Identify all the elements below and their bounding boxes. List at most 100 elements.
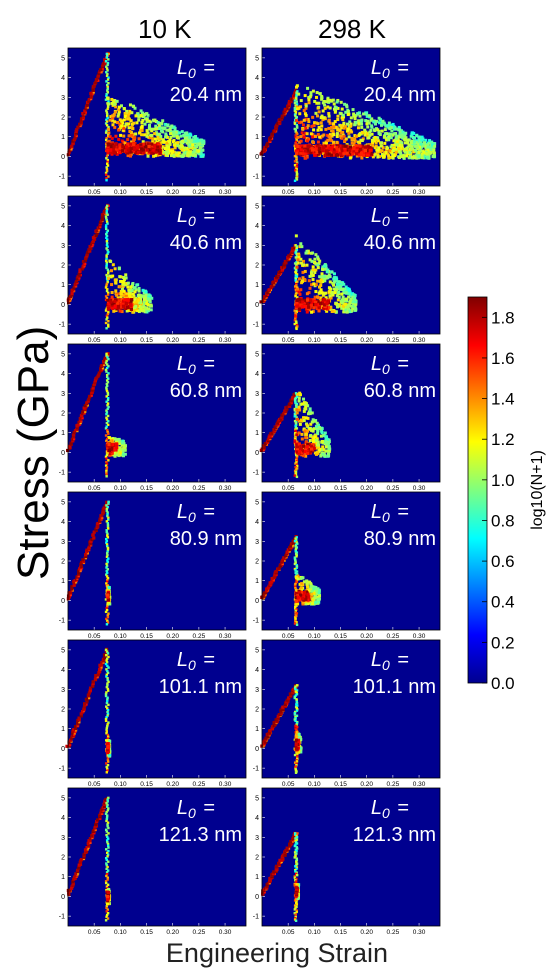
heatmap-cell xyxy=(105,124,109,127)
heatmap-cell xyxy=(312,437,316,441)
heatmap-cell xyxy=(106,710,109,714)
x-tick-label: 0.05 xyxy=(88,189,101,196)
heatmap-cell xyxy=(340,107,344,111)
heatmap-cell xyxy=(374,144,378,148)
heatmap-cell xyxy=(306,412,310,416)
heatmap-cell xyxy=(123,448,127,452)
x-tick-label: 0.10 xyxy=(308,337,321,344)
heatmap-cell xyxy=(294,316,297,320)
heatmap-cell xyxy=(132,132,136,136)
heatmap-cell xyxy=(339,287,343,291)
heatmap-cell xyxy=(128,154,132,158)
heatmap-cell xyxy=(91,533,95,537)
heatmap-cell xyxy=(297,591,301,595)
heatmap-cell xyxy=(106,307,111,311)
heatmap-cell xyxy=(79,565,83,569)
heatmap-cell xyxy=(316,266,320,270)
length-label-value: 80.9 nm xyxy=(170,528,242,550)
heatmap-cell xyxy=(315,91,319,95)
heatmap-cell xyxy=(113,120,117,124)
x-tick-label: 0.15 xyxy=(334,337,347,344)
heatmap-cell xyxy=(79,714,83,718)
heatmap-cell xyxy=(294,110,298,114)
x-tick-label: 0.10 xyxy=(114,485,127,492)
heatmap-cell xyxy=(297,419,301,423)
heatmap-cell xyxy=(280,413,284,417)
heatmap-cell xyxy=(172,131,176,135)
heatmap-cell xyxy=(312,128,316,132)
heatmap-cell xyxy=(296,261,300,265)
heatmap-cell xyxy=(105,254,108,257)
heatmap-cell xyxy=(105,263,108,266)
x-tick-label: 0.20 xyxy=(166,633,179,640)
heatmap-cell xyxy=(376,128,380,132)
heatmap-cell xyxy=(110,136,114,140)
heatmap-cell xyxy=(295,126,299,129)
heatmap-cell xyxy=(106,245,109,248)
heatmap-cell xyxy=(115,446,119,450)
heatmap-cell xyxy=(105,296,109,300)
heatmap-cell xyxy=(66,594,71,598)
heatmap-cell xyxy=(294,392,298,395)
heatmap-cell xyxy=(107,432,110,435)
heatmap-cell xyxy=(106,682,109,685)
heatmap-cell xyxy=(128,288,132,292)
heatmap-cell xyxy=(101,368,104,372)
heatmap-cell xyxy=(295,178,299,181)
heatmap-cell xyxy=(81,116,86,120)
heatmap-cell xyxy=(107,502,110,505)
heatmap-cell xyxy=(314,253,318,257)
heatmap-cell xyxy=(321,265,325,269)
heatmap-cell xyxy=(128,152,132,156)
heatmap-cell xyxy=(270,435,274,438)
x-tick-label: 0.20 xyxy=(360,485,373,492)
heatmap-cell xyxy=(193,148,197,152)
heatmap-cell xyxy=(117,137,121,141)
length-label-value: 60.8 nm xyxy=(364,380,436,402)
heatmap-cell xyxy=(404,136,408,140)
heatmap-cell xyxy=(303,298,307,302)
heatmap-cell xyxy=(294,279,297,282)
heatmap-cell xyxy=(394,127,398,131)
heatmap-cell xyxy=(424,138,428,142)
heatmap-cell xyxy=(314,95,318,99)
heatmap-cell xyxy=(295,459,299,463)
heatmap-cell xyxy=(154,131,158,135)
heatmap-cell xyxy=(295,445,300,449)
heatmap-cell xyxy=(318,290,322,294)
heatmap-cell xyxy=(310,274,314,278)
heatmap-cell xyxy=(106,578,109,582)
y-tick-label: 3 xyxy=(61,539,65,546)
heatmap-cell xyxy=(113,305,117,309)
y-tick-label: -1 xyxy=(59,618,65,625)
y-tick-label: 5 xyxy=(255,203,259,210)
y-tick-label: 0 xyxy=(61,598,65,605)
heatmap-cell xyxy=(105,507,109,511)
heatmap-cell xyxy=(399,151,403,155)
heatmap-cell xyxy=(127,112,131,116)
heatmap-cell xyxy=(97,79,100,82)
heatmap-cell xyxy=(105,220,109,224)
heatmap-cell xyxy=(78,567,82,571)
heatmap-cell xyxy=(294,256,298,259)
heatmap-cell xyxy=(87,397,91,401)
heatmap-cell xyxy=(126,114,130,118)
heatmap-cell xyxy=(130,133,134,137)
heatmap-cell xyxy=(385,138,389,142)
heatmap-cell xyxy=(336,304,340,308)
heatmap-cell xyxy=(106,441,109,444)
heatmap-cell xyxy=(321,268,325,272)
heatmap-cell xyxy=(373,146,377,150)
heatmap-cell xyxy=(105,765,108,769)
heatmap-cell xyxy=(336,114,340,118)
heatmap-cell xyxy=(338,123,342,127)
heatmap-cell xyxy=(367,114,371,118)
heatmap-cell xyxy=(314,425,318,429)
heatmap-cell xyxy=(318,144,322,148)
y-tick-label: -1 xyxy=(59,174,65,181)
heatmap-cell xyxy=(112,309,116,313)
heatmap-cell xyxy=(84,410,87,413)
heatmap-cell xyxy=(317,588,321,592)
y-tick-label: -1 xyxy=(59,766,65,773)
